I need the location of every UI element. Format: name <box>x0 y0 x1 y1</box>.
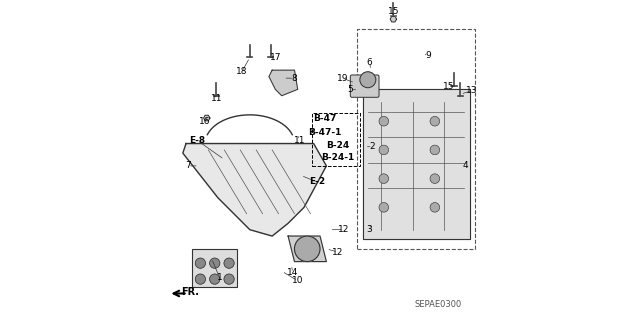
Text: B-47-1: B-47-1 <box>308 128 342 137</box>
Polygon shape <box>288 236 326 262</box>
Text: 3: 3 <box>367 225 372 234</box>
Circle shape <box>379 203 388 212</box>
Bar <box>356 29 475 249</box>
Bar <box>312 113 360 166</box>
Text: 19: 19 <box>337 74 348 83</box>
Circle shape <box>430 116 440 126</box>
Text: 10: 10 <box>292 276 303 285</box>
Text: 16: 16 <box>200 117 211 126</box>
Circle shape <box>210 274 220 284</box>
Polygon shape <box>269 70 298 96</box>
Text: 4: 4 <box>462 161 468 170</box>
Text: 17: 17 <box>269 53 281 62</box>
Polygon shape <box>363 89 470 239</box>
Circle shape <box>210 258 220 268</box>
Text: 13: 13 <box>466 86 477 95</box>
Circle shape <box>195 258 205 268</box>
Polygon shape <box>390 16 397 22</box>
Text: 11: 11 <box>294 136 305 145</box>
Polygon shape <box>183 144 326 236</box>
Text: 5: 5 <box>348 85 353 94</box>
Circle shape <box>379 116 388 126</box>
Circle shape <box>430 145 440 155</box>
Circle shape <box>379 145 388 155</box>
Text: 6: 6 <box>367 58 372 67</box>
Text: B-47: B-47 <box>313 114 337 122</box>
Text: SEPAE0300: SEPAE0300 <box>415 300 461 309</box>
Text: 9: 9 <box>426 51 431 60</box>
Text: 18: 18 <box>236 67 248 76</box>
Polygon shape <box>204 115 210 121</box>
Text: B-24-1: B-24-1 <box>321 153 354 162</box>
Circle shape <box>195 274 205 284</box>
Text: 15: 15 <box>444 82 455 91</box>
Text: 11: 11 <box>211 94 222 103</box>
Text: 7: 7 <box>185 161 191 170</box>
Text: FR.: FR. <box>181 287 199 297</box>
FancyBboxPatch shape <box>350 75 379 97</box>
Text: 15: 15 <box>388 7 399 16</box>
Text: 12: 12 <box>338 225 349 234</box>
Circle shape <box>430 203 440 212</box>
Text: 8: 8 <box>292 74 298 83</box>
Text: E-8: E-8 <box>189 136 205 145</box>
Circle shape <box>360 72 376 88</box>
Circle shape <box>430 174 440 183</box>
Bar <box>193 249 237 287</box>
Circle shape <box>224 274 234 284</box>
Text: B-24: B-24 <box>326 141 349 150</box>
Text: E-2: E-2 <box>308 177 325 186</box>
Text: 14: 14 <box>287 268 299 277</box>
Text: 12: 12 <box>332 248 343 256</box>
Circle shape <box>294 236 320 262</box>
Text: 1: 1 <box>216 273 222 282</box>
Circle shape <box>379 174 388 183</box>
Circle shape <box>224 258 234 268</box>
Text: 2: 2 <box>370 142 376 151</box>
